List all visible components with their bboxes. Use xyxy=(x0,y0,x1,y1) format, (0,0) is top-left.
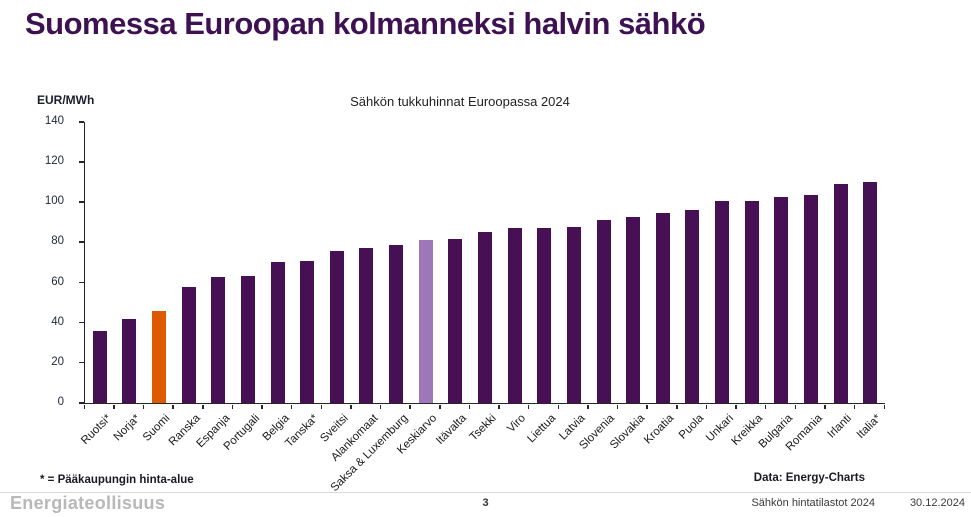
x-tick-mark-12 xyxy=(439,404,441,409)
x-label-italia: Italia* xyxy=(855,412,884,442)
bar-unkari xyxy=(715,201,730,403)
y-tick-100: 100 xyxy=(44,195,64,208)
x-label-kroatia: Kroatia xyxy=(642,412,677,447)
x-tick-mark-14 xyxy=(498,404,500,409)
bar-espanja xyxy=(211,276,226,403)
x-tick-mark-23 xyxy=(764,404,767,409)
x-tick-mark-19 xyxy=(646,404,648,409)
y-tick-80: 80 xyxy=(51,235,64,248)
energiateollisuus-logo: Energiateollisuus xyxy=(10,493,166,513)
y-tick-mark-140 xyxy=(79,121,84,123)
y-tick-mark-120 xyxy=(79,161,84,163)
x-tick-mark-16 xyxy=(557,404,560,409)
x-tick-mark-8 xyxy=(320,404,323,409)
x-tick-mark-15 xyxy=(527,404,530,409)
x-label-irlanti: Irlanti xyxy=(825,412,855,441)
x-tick-mark-24 xyxy=(794,404,797,409)
x-tick-mark-6 xyxy=(261,404,263,409)
y-tick-40: 40 xyxy=(51,315,64,328)
x-tick-mark-26 xyxy=(853,404,856,409)
bar-kreikka xyxy=(744,200,759,403)
bar-portugali xyxy=(240,275,255,403)
bar-romania xyxy=(803,194,818,403)
x-tick-mark-25 xyxy=(824,404,826,409)
x-label-tsekki: Tsekki xyxy=(467,412,499,444)
x-tick-mark-21 xyxy=(705,404,708,409)
y-tick-mark-100 xyxy=(79,201,84,203)
y-tick-mark-40 xyxy=(79,321,84,324)
x-tick-mark-7 xyxy=(290,404,293,409)
footer-divider xyxy=(0,492,971,493)
bar-keskiarvo xyxy=(418,240,433,403)
x-tick-mark-22 xyxy=(735,404,737,409)
page-title: Suomessa Euroopan kolmanneksi halvin säh… xyxy=(25,6,706,41)
y-tick-mark-60 xyxy=(79,281,84,284)
x-label-norja: Norja* xyxy=(112,412,144,444)
x-tick-mark-1 xyxy=(113,404,115,409)
x-tick-mark-3 xyxy=(172,404,174,409)
x-tick-mark-17 xyxy=(587,404,589,409)
bar-bulgaria xyxy=(774,196,789,403)
footer-date: 30.12.2024 xyxy=(909,497,965,509)
x-label-it-valta: Itävalta xyxy=(434,412,470,447)
x-tick-mark-20 xyxy=(676,404,678,409)
bar-alankomaat xyxy=(359,247,374,403)
y-axis-title: EUR/MWh xyxy=(37,93,95,107)
y-tick-mark-80 xyxy=(79,241,84,243)
bar-tsekki xyxy=(478,232,492,403)
chart-title: Sähkön tukkuhinnat Euroopassa 2024 xyxy=(350,94,570,109)
bar-ranska xyxy=(181,286,196,403)
x-label-liettua: Liettua xyxy=(525,412,559,446)
bar-slovakia xyxy=(626,216,641,403)
bar-irlanti xyxy=(833,183,848,403)
x-tick-mark-5 xyxy=(231,404,234,409)
bar-ruotsi xyxy=(92,330,107,403)
x-tick-mark-9 xyxy=(350,404,352,409)
bar-norja xyxy=(122,318,137,403)
bar-belgia xyxy=(270,261,285,403)
bar-it-valta xyxy=(448,239,463,403)
x-tick-mark-11 xyxy=(409,404,411,409)
bar-puola xyxy=(685,209,700,403)
x-tick-mark-0 xyxy=(83,404,85,409)
bar-sveitsi xyxy=(329,250,344,403)
y-tick-20: 20 xyxy=(51,355,64,368)
bar-viro xyxy=(507,227,522,403)
bar-italia xyxy=(863,182,878,403)
x-tick-mark-10 xyxy=(379,404,382,409)
y-tick-60: 60 xyxy=(51,275,64,288)
bar-latvia xyxy=(566,227,581,403)
bar-saksa-luxemburg xyxy=(389,245,404,403)
y-tick-120: 120 xyxy=(44,155,64,168)
footer-report-title: Sähkön hintatilastot 2024 xyxy=(751,497,875,509)
data-source-label: Data: Energy-Charts xyxy=(753,472,865,484)
x-tick-mark-4 xyxy=(202,404,204,409)
x-label-puola: Puola xyxy=(676,412,707,442)
bar-kroatia xyxy=(655,212,670,403)
bar-tanska xyxy=(300,260,315,403)
x-tick-mark-13 xyxy=(468,404,471,409)
bar-slovenia xyxy=(596,219,611,403)
y-tick-0: 0 xyxy=(57,396,64,408)
x-tick-mark-2 xyxy=(142,404,145,409)
page-number: 3 xyxy=(482,497,489,509)
x-label-ruotsi: Ruotsi* xyxy=(78,412,114,447)
y-tick-mark-20 xyxy=(79,361,84,364)
y-tick-mark-0 xyxy=(79,402,84,404)
plot-area xyxy=(84,122,885,404)
x-axis-labels: Ruotsi* Norja* Suomi Ranska Espanja Portugali… xyxy=(79,403,884,494)
x-tick-mark-27 xyxy=(883,404,885,409)
x-tick-mark-18 xyxy=(616,404,619,409)
bar-suomi xyxy=(152,311,167,403)
footnote: * = Pääkaupungin hinta-alue xyxy=(40,474,194,486)
x-label-viro: Viro xyxy=(505,412,529,436)
bar-liettua xyxy=(537,227,552,403)
y-tick-140: 140 xyxy=(44,115,64,127)
